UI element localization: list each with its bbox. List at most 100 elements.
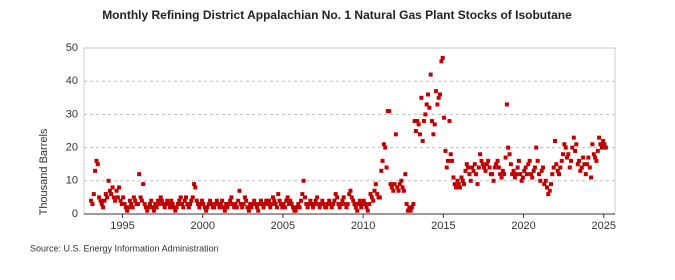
point — [222, 208, 227, 213]
point — [125, 208, 130, 213]
point — [539, 168, 544, 173]
point — [478, 152, 483, 157]
point — [571, 135, 576, 140]
point — [379, 168, 384, 173]
point — [185, 202, 190, 207]
point — [289, 202, 294, 207]
point — [109, 192, 114, 197]
point — [244, 198, 249, 203]
point — [503, 155, 508, 160]
point — [309, 202, 314, 207]
point — [129, 202, 134, 207]
point — [291, 205, 296, 210]
point — [427, 105, 432, 110]
point — [149, 198, 154, 203]
point — [261, 205, 266, 210]
point — [516, 158, 521, 163]
point — [491, 178, 496, 183]
point — [475, 182, 480, 187]
point — [496, 165, 501, 170]
point — [380, 158, 385, 163]
point — [274, 205, 279, 210]
point — [519, 178, 524, 183]
point — [594, 158, 599, 163]
point — [523, 165, 528, 170]
point — [94, 158, 99, 163]
point — [396, 188, 401, 193]
point — [320, 198, 325, 203]
point — [226, 202, 231, 207]
point — [534, 145, 539, 150]
point — [329, 205, 334, 210]
point — [224, 202, 229, 207]
point — [265, 202, 270, 207]
x-tick-label: 1995 — [110, 220, 134, 232]
point — [566, 152, 571, 157]
point — [205, 205, 210, 210]
point — [476, 165, 481, 170]
point — [313, 198, 318, 203]
point — [603, 145, 608, 150]
point — [107, 188, 112, 193]
point — [97, 195, 102, 200]
point — [272, 198, 277, 203]
point — [186, 205, 191, 210]
point — [411, 202, 416, 207]
point — [335, 195, 340, 200]
point — [431, 132, 436, 137]
point — [454, 185, 459, 190]
point — [466, 165, 471, 170]
point — [181, 205, 186, 210]
x-tick-label: 2025 — [592, 220, 616, 232]
point — [280, 205, 285, 210]
point — [349, 195, 354, 200]
point — [295, 205, 300, 210]
point — [555, 168, 560, 173]
point — [483, 168, 488, 173]
point — [180, 202, 185, 207]
point — [590, 142, 595, 147]
point — [122, 202, 127, 207]
point — [460, 178, 465, 183]
point — [540, 165, 545, 170]
point — [139, 198, 144, 203]
point — [269, 202, 274, 207]
point — [161, 202, 166, 207]
point — [403, 172, 408, 177]
point — [283, 205, 288, 210]
point — [577, 158, 582, 163]
point — [170, 202, 175, 207]
point — [234, 205, 239, 210]
point — [415, 119, 420, 124]
point — [408, 208, 413, 213]
point — [587, 165, 592, 170]
point — [433, 89, 438, 94]
point — [510, 172, 515, 177]
point — [301, 178, 306, 183]
point — [400, 185, 405, 190]
point — [209, 202, 214, 207]
point — [412, 119, 417, 124]
point — [246, 208, 251, 213]
point — [213, 202, 218, 207]
point — [276, 192, 281, 197]
point — [189, 198, 194, 203]
point — [331, 202, 336, 207]
point — [574, 142, 579, 147]
point — [162, 205, 167, 210]
point — [285, 195, 290, 200]
point — [353, 205, 358, 210]
point — [190, 195, 195, 200]
point — [114, 188, 119, 193]
point — [367, 202, 372, 207]
point — [524, 172, 529, 177]
point — [393, 132, 398, 137]
point — [184, 195, 189, 200]
point — [479, 158, 484, 163]
point — [252, 198, 257, 203]
point — [312, 202, 317, 207]
point — [450, 158, 455, 163]
point — [436, 95, 441, 100]
point — [392, 182, 397, 187]
